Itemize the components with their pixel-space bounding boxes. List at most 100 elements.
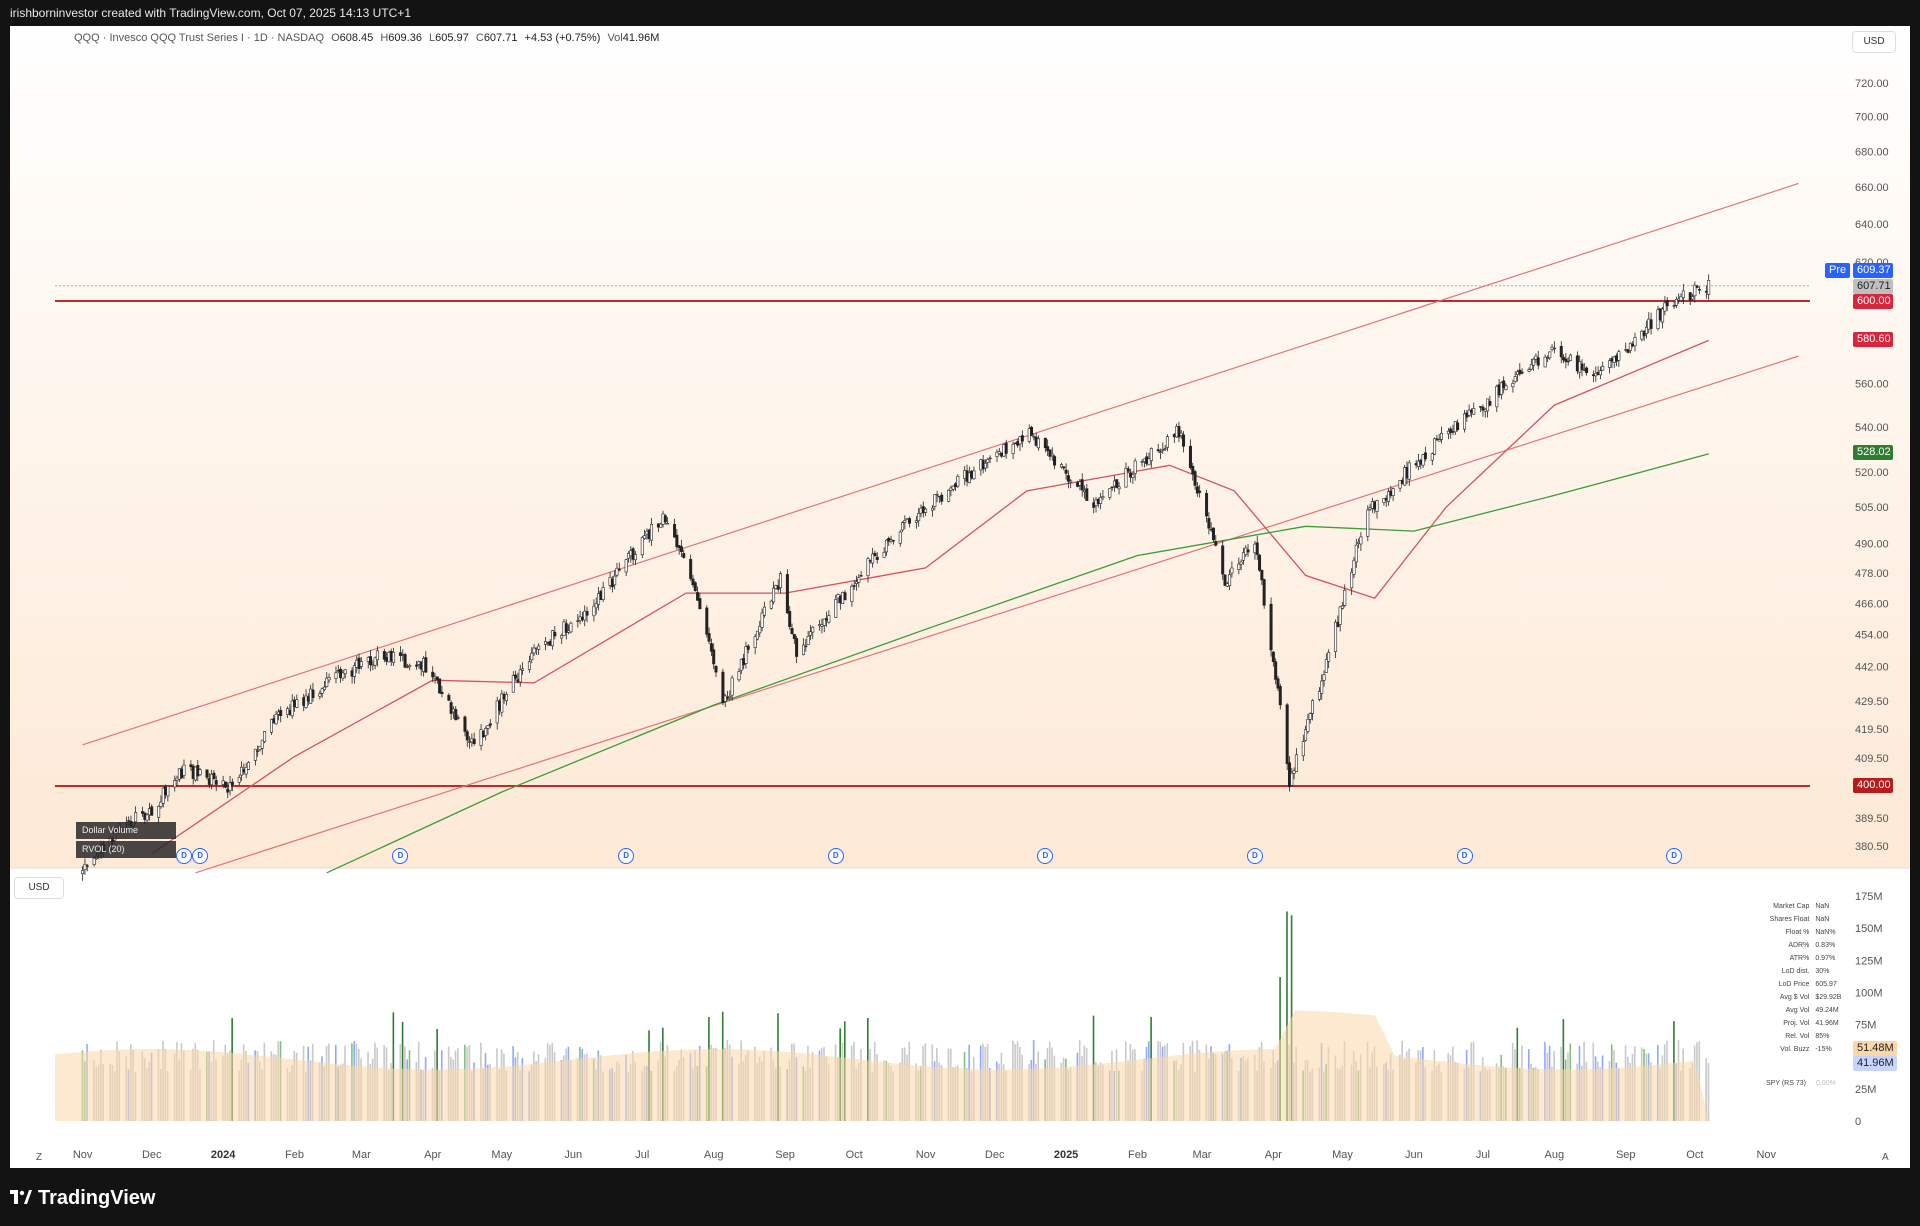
candle-body[interactable]	[693, 582, 697, 591]
candle-body[interactable]	[456, 717, 460, 719]
candle-body[interactable]	[1221, 545, 1225, 575]
candle-body[interactable]	[1080, 479, 1084, 491]
candle-body[interactable]	[679, 546, 683, 552]
candle-body[interactable]	[903, 520, 907, 523]
candle-body[interactable]	[198, 769, 202, 776]
channel-trendline-lower[interactable]	[195, 355, 1799, 874]
candle-body[interactable]	[1391, 488, 1395, 496]
candle-body[interactable]	[438, 678, 442, 694]
candle-body[interactable]	[882, 552, 886, 558]
candle-body[interactable]	[1308, 713, 1312, 720]
candle-body[interactable]	[1320, 680, 1324, 694]
candle-body[interactable]	[753, 636, 757, 648]
candle-body[interactable]	[1036, 438, 1040, 449]
candle-body[interactable]	[760, 612, 764, 628]
candle-body[interactable]	[1260, 569, 1264, 581]
candle-body[interactable]	[873, 552, 877, 557]
rvol-indicator[interactable]: RVOL (20)	[76, 841, 176, 858]
candle-body[interactable]	[1520, 371, 1524, 374]
candle-body[interactable]	[728, 695, 732, 698]
candle-body[interactable]	[585, 611, 589, 616]
candle-body[interactable]	[484, 728, 488, 736]
candle-body[interactable]	[1193, 471, 1197, 486]
candle-body[interactable]	[866, 558, 870, 576]
candle-body[interactable]	[1559, 346, 1563, 358]
candle-body[interactable]	[256, 750, 260, 752]
candle-body[interactable]	[1398, 480, 1402, 489]
candle-body[interactable]	[1011, 443, 1015, 454]
candle-body[interactable]	[811, 626, 815, 633]
candle-body[interactable]	[790, 628, 794, 634]
candle-body[interactable]	[465, 731, 469, 741]
candle-body[interactable]	[210, 774, 214, 786]
candle-body[interactable]	[792, 634, 796, 640]
candle-body[interactable]	[92, 858, 96, 865]
candle-body[interactable]	[663, 515, 667, 523]
candle-body[interactable]	[85, 865, 89, 867]
candle-body[interactable]	[182, 764, 186, 776]
candle-body[interactable]	[1681, 290, 1685, 298]
candle-body[interactable]	[141, 811, 145, 814]
candle-body[interactable]	[1352, 559, 1356, 575]
candle-body[interactable]	[1269, 603, 1273, 651]
candle-body[interactable]	[532, 647, 536, 654]
candle-body[interactable]	[311, 689, 315, 698]
candle-body[interactable]	[263, 731, 267, 742]
candle-body[interactable]	[511, 675, 515, 693]
candle-body[interactable]	[986, 459, 990, 463]
candle-body[interactable]	[440, 691, 444, 694]
volume-bar[interactable]	[1707, 1063, 1710, 1121]
candle-body[interactable]	[594, 603, 598, 609]
candle-body[interactable]	[472, 738, 476, 745]
dividend-marker[interactable]: D	[392, 848, 409, 864]
candle-body[interactable]	[1661, 308, 1665, 323]
candle-body[interactable]	[1214, 541, 1218, 546]
candle-body[interactable]	[431, 671, 435, 678]
channel-trendline-upper[interactable]	[82, 182, 1799, 746]
candle-body[interactable]	[1133, 460, 1137, 474]
candle-body[interactable]	[769, 600, 773, 609]
candle-body[interactable]	[553, 631, 557, 637]
candle-body[interactable]	[1532, 358, 1536, 366]
candle-body[interactable]	[1066, 475, 1070, 482]
candle-body[interactable]	[1294, 754, 1298, 772]
candle-body[interactable]	[643, 535, 647, 539]
dividend-marker[interactable]: D	[175, 848, 192, 864]
candle-body[interactable]	[269, 719, 273, 733]
candle-body[interactable]	[1366, 509, 1370, 537]
candle-body[interactable]	[325, 677, 329, 687]
candle-body[interactable]	[1527, 369, 1531, 372]
candle-body[interactable]	[1161, 449, 1165, 451]
candle-body[interactable]	[806, 636, 810, 645]
candle-body[interactable]	[1359, 536, 1363, 545]
candle-body[interactable]	[223, 781, 227, 788]
candle-body[interactable]	[1340, 605, 1344, 609]
candle-body[interactable]	[1649, 319, 1653, 329]
candle-body[interactable]	[1255, 542, 1259, 555]
candle-body[interactable]	[576, 620, 580, 622]
candle-body[interactable]	[1665, 300, 1669, 307]
candle-body[interactable]	[1679, 295, 1683, 301]
tradingview-footer[interactable]: TradingView	[10, 1186, 155, 1210]
candle-body[interactable]	[1205, 493, 1209, 517]
candle-body[interactable]	[1495, 386, 1499, 408]
candle-body[interactable]	[1407, 462, 1411, 480]
candle-body[interactable]	[951, 485, 955, 490]
candle-body[interactable]	[762, 606, 766, 616]
candle-body[interactable]	[527, 661, 531, 670]
candle-body[interactable]	[1159, 451, 1163, 454]
candle-body[interactable]	[488, 723, 492, 726]
candle-body[interactable]	[891, 540, 895, 542]
candle-body[interactable]	[1126, 468, 1130, 472]
candle-body[interactable]	[772, 587, 776, 603]
candle-body[interactable]	[1147, 458, 1151, 466]
candle-body[interactable]	[755, 630, 759, 640]
candle-body[interactable]	[1334, 621, 1338, 652]
candle-body[interactable]	[295, 699, 299, 708]
candle-body[interactable]	[714, 665, 718, 673]
candle-body[interactable]	[1207, 517, 1211, 529]
candle-body[interactable]	[730, 677, 734, 696]
candle-body[interactable]	[673, 523, 677, 538]
candle-body[interactable]	[659, 523, 663, 528]
candle-body[interactable]	[537, 645, 541, 650]
